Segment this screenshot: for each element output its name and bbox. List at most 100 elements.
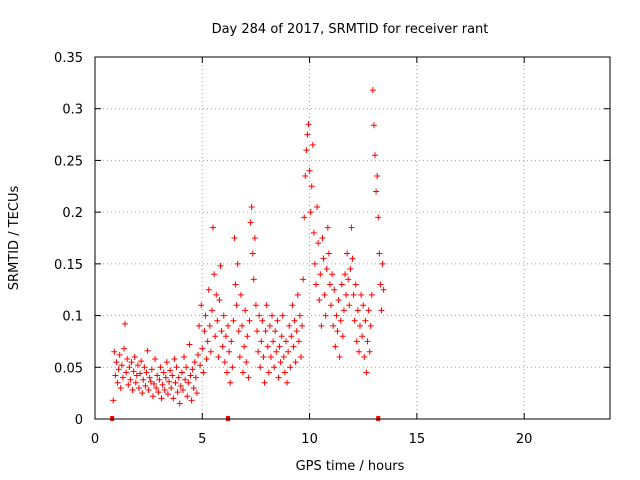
data-point — [372, 152, 379, 159]
data-point — [325, 250, 332, 257]
chart-title: Day 284 of 2017, SRMTID for receiver ran… — [212, 22, 489, 37]
data-point — [174, 389, 181, 396]
grid — [95, 57, 610, 419]
data-point — [309, 141, 316, 148]
data-point — [355, 348, 362, 355]
x-tick-label: 10 — [301, 432, 318, 447]
data-point — [328, 302, 335, 309]
data-point — [319, 235, 326, 241]
data-point — [163, 359, 170, 366]
data-point — [259, 317, 266, 324]
data-point — [261, 379, 268, 386]
data-point — [337, 317, 344, 324]
data-point — [114, 379, 121, 386]
data-point — [292, 359, 299, 366]
y-tick-label: 0 — [75, 413, 83, 428]
data-point — [277, 359, 284, 366]
data-point — [148, 366, 155, 373]
data-point — [282, 338, 289, 345]
data-point — [211, 271, 218, 278]
data-point — [243, 359, 250, 366]
data-point — [308, 183, 315, 190]
data-point — [270, 338, 277, 345]
data-point — [271, 364, 278, 371]
data-point — [315, 240, 322, 247]
data-point — [110, 397, 117, 404]
data-point — [205, 286, 212, 293]
data-point — [116, 351, 123, 358]
data-point — [324, 224, 331, 231]
data-point — [334, 328, 341, 335]
data-point — [167, 367, 174, 374]
data-point — [122, 320, 129, 327]
data-point — [142, 382, 149, 389]
data-point — [217, 262, 224, 269]
data-point — [320, 255, 327, 262]
data-point — [339, 333, 346, 340]
data-point — [132, 379, 139, 386]
data-point — [221, 359, 228, 366]
data-point — [186, 341, 193, 348]
data-point — [235, 328, 242, 335]
data-point — [134, 362, 141, 369]
data-point — [151, 380, 158, 387]
data-point — [158, 395, 165, 402]
data-point — [152, 356, 159, 363]
data-point — [210, 224, 217, 231]
data-point — [265, 369, 272, 376]
data-point — [166, 378, 173, 385]
data-point — [125, 381, 132, 388]
data-point — [322, 312, 329, 319]
data-point — [373, 188, 380, 195]
data-point — [230, 317, 237, 324]
data-point — [153, 384, 160, 391]
data-point — [237, 291, 244, 298]
data-point — [346, 302, 353, 309]
data-point — [187, 372, 194, 379]
axis-ticks: 0 0.05 0.1 0.15 0.2 0.25 0.3 0.35 0 5 10 15 20 — [54, 51, 610, 447]
data-point — [228, 338, 235, 345]
data-point — [363, 369, 370, 376]
data-point — [374, 172, 381, 179]
data-point — [170, 395, 177, 402]
data-point — [290, 343, 297, 350]
data-point — [145, 387, 152, 394]
data-point — [131, 353, 138, 360]
data-point — [227, 379, 234, 386]
data-point — [279, 312, 286, 319]
data-point — [241, 343, 248, 350]
data-point — [246, 317, 253, 324]
data-point — [238, 322, 245, 329]
data-point — [155, 389, 162, 396]
data-point — [348, 224, 355, 231]
data-point — [199, 345, 206, 352]
data-point — [257, 364, 264, 371]
y-tick-label: 0.05 — [54, 361, 83, 376]
data-point — [338, 281, 345, 288]
data-point — [198, 302, 205, 309]
data-point — [190, 384, 197, 391]
data-point — [226, 348, 233, 355]
y-tick-label: 0.2 — [62, 206, 83, 221]
data-point — [358, 291, 365, 298]
data-point — [206, 322, 213, 329]
data-point — [366, 348, 373, 355]
data-point — [378, 307, 385, 314]
data-point — [368, 291, 375, 298]
data-point — [123, 369, 130, 376]
data-point — [340, 307, 347, 314]
data-point — [215, 353, 222, 360]
data-point — [196, 322, 203, 329]
data-point — [183, 364, 190, 371]
data-point — [168, 384, 175, 391]
data-point — [176, 400, 183, 407]
data-point — [233, 302, 240, 309]
data-point — [313, 281, 320, 288]
data-point — [111, 348, 118, 355]
x-tick-label: 15 — [409, 432, 426, 447]
data-point — [188, 397, 195, 404]
data-point — [258, 338, 265, 345]
data-point — [191, 359, 198, 366]
data-point — [135, 384, 142, 391]
